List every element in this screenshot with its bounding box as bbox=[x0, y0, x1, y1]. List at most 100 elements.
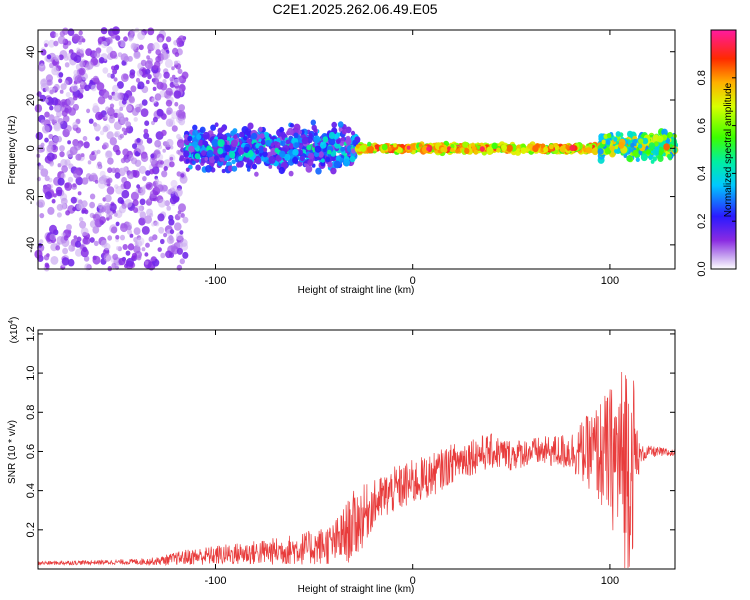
spectrogram-cell bbox=[126, 257, 134, 267]
spectrogram-cell bbox=[657, 135, 664, 143]
spectrogram-cell bbox=[72, 206, 77, 212]
colorbar: 0.0 0.2 0.4 0.6 0.8 Normalized spectral ampl… bbox=[696, 29, 737, 277]
spectrogram-cell bbox=[80, 153, 85, 158]
spectrogram-cell bbox=[105, 150, 112, 158]
spectrogram-cell bbox=[205, 165, 212, 173]
spectrogram-cell bbox=[50, 31, 57, 39]
spectrogram-cell bbox=[136, 144, 145, 154]
spectrogram-cell bbox=[49, 224, 57, 234]
spectrogram-cell bbox=[38, 164, 44, 171]
spectrogram-cell bbox=[49, 162, 54, 167]
spectrogram-cell bbox=[50, 256, 59, 265]
spectrogram-cell bbox=[143, 132, 150, 140]
spectrogram-cell bbox=[40, 168, 49, 177]
spectrogram-cell bbox=[111, 167, 117, 174]
spectrogram-cell bbox=[136, 137, 141, 143]
spectrogram-cell bbox=[138, 165, 147, 174]
spectrogram-cell bbox=[77, 191, 82, 196]
spectrogram-cell bbox=[113, 64, 119, 71]
spectrogram-cell bbox=[591, 147, 599, 156]
spectrogram-cell bbox=[334, 142, 341, 149]
spectrogram-cell bbox=[120, 157, 126, 164]
spectrogram-cell bbox=[53, 40, 59, 47]
spectrogram-cell bbox=[87, 160, 92, 165]
snr-y-tick-label: 0.8 bbox=[25, 405, 37, 420]
spectrogram-cell bbox=[44, 191, 53, 200]
spectrogram-cell bbox=[90, 84, 97, 92]
spectrogram-cell bbox=[180, 173, 185, 178]
spectrogram-cell bbox=[214, 155, 219, 161]
spectrogram-cell bbox=[540, 143, 546, 149]
spectrogram-cell bbox=[46, 144, 54, 153]
spectrogram-cell bbox=[156, 109, 164, 117]
spectrogram-cell bbox=[106, 36, 113, 44]
spectrogram-cell bbox=[125, 121, 132, 128]
spectrogram-cell bbox=[150, 153, 155, 159]
spectrogram-cell bbox=[337, 121, 344, 128]
spectrogram-cell bbox=[549, 144, 554, 150]
spectrogram-cell bbox=[313, 135, 321, 144]
spectrogram-x-tick-label: -100 bbox=[204, 275, 226, 287]
spectrogram-cell bbox=[331, 121, 338, 128]
spectrogram-cell bbox=[657, 155, 664, 162]
spectrogram-cell bbox=[667, 153, 672, 159]
spectrogram-cell bbox=[106, 131, 114, 140]
spectrogram-cell bbox=[236, 162, 241, 168]
spectrogram-cell bbox=[506, 144, 513, 152]
spectrogram-cell bbox=[322, 136, 329, 143]
spectrogram-cell bbox=[92, 75, 99, 83]
spectrogram-cell bbox=[221, 168, 226, 174]
spectrogram-cell bbox=[162, 43, 169, 50]
spectrogram-x-tick-label: 100 bbox=[601, 275, 619, 287]
spectrogram-cell bbox=[527, 143, 533, 149]
spectrogram-cell bbox=[176, 133, 181, 140]
spectrogram-cell bbox=[178, 203, 186, 213]
colorbar-gradient bbox=[711, 30, 736, 269]
spectrogram-cell bbox=[154, 93, 162, 101]
spectrogram-cell bbox=[177, 68, 183, 75]
spectrogram-cell bbox=[176, 139, 185, 148]
snr-frame bbox=[37, 329, 676, 570]
spectrogram-cell bbox=[44, 111, 50, 118]
spectrogram-y-ticks: -40 -20 0 20 40 bbox=[25, 46, 675, 253]
spectrogram-cell bbox=[149, 168, 155, 175]
spectrogram-cell bbox=[231, 159, 236, 165]
spectrogram-cell bbox=[259, 133, 265, 139]
spectrogram-cell bbox=[182, 216, 189, 224]
spectrogram-cell bbox=[328, 137, 336, 146]
spectrogram-cell bbox=[42, 78, 47, 83]
spectrogram-cell bbox=[93, 213, 101, 222]
spectrogram-cell bbox=[638, 138, 644, 145]
spectrogram-cell bbox=[59, 151, 65, 158]
spectrogram-cell bbox=[117, 197, 124, 204]
spectrogram-cell bbox=[88, 118, 94, 124]
spectrogram-cell bbox=[637, 143, 643, 149]
spectrogram-cell bbox=[118, 205, 126, 214]
spectrogram-y-tick-label: 0 bbox=[25, 145, 37, 151]
spectrogram-cell bbox=[144, 260, 149, 265]
spectrogram-cell bbox=[67, 229, 72, 234]
spectrogram-cell bbox=[655, 146, 660, 151]
spectrogram-cell bbox=[228, 151, 236, 159]
spectrogram-cell bbox=[160, 252, 166, 259]
spectrogram-cell bbox=[292, 148, 299, 156]
spectrogram-cell bbox=[367, 145, 374, 154]
spectrogram-y-tick-label: 40 bbox=[25, 46, 37, 58]
spectrogram-cell bbox=[162, 79, 167, 84]
spectrogram-cell bbox=[79, 48, 85, 54]
spectrogram-cell bbox=[199, 126, 206, 134]
spectrogram-cell bbox=[164, 200, 170, 207]
spectrogram-y-tick-label: -20 bbox=[25, 189, 37, 205]
spectrogram-cell bbox=[53, 122, 62, 132]
spectrogram-cell bbox=[479, 146, 485, 152]
spectrogram-cell bbox=[117, 52, 123, 58]
spectrogram-cell bbox=[138, 44, 144, 51]
spectrogram-cell bbox=[287, 127, 294, 136]
spectrogram-cell bbox=[47, 206, 55, 215]
spectrogram-cell bbox=[119, 133, 125, 139]
spectrogram-cell bbox=[222, 134, 228, 141]
chart-title: C2E1.2025.262.06.49.E05 bbox=[272, 1, 437, 17]
spectrogram-cell bbox=[115, 149, 121, 156]
spectrogram-y-label: Frequency (Hz) bbox=[7, 116, 18, 185]
spectrogram-cell bbox=[101, 174, 107, 181]
